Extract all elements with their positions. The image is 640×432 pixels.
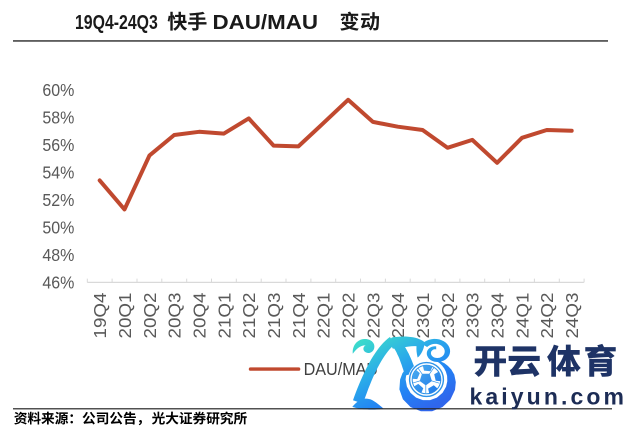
svg-text:56%: 56% — [42, 135, 74, 155]
svg-text:20Q4: 20Q4 — [190, 292, 210, 338]
svg-text:21Q3: 21Q3 — [264, 293, 284, 339]
svg-text:19Q4-24Q3: 19Q4-24Q3 — [75, 12, 158, 34]
svg-text:DAU/MAU: DAU/MAU — [213, 12, 319, 34]
svg-text:60%: 60% — [42, 80, 74, 100]
svg-text:DAU/MAU: DAU/MAU — [304, 359, 379, 379]
svg-text:20Q3: 20Q3 — [165, 293, 185, 339]
svg-text:21Q4: 21Q4 — [289, 292, 309, 338]
svg-text:22Q4: 22Q4 — [388, 292, 408, 338]
svg-text:52%: 52% — [42, 190, 74, 210]
svg-text:23Q4: 23Q4 — [488, 292, 508, 338]
svg-text:46%: 46% — [42, 273, 74, 293]
svg-text:48%: 48% — [42, 245, 74, 265]
svg-text:kaiyun.com: kaiyun.com — [470, 384, 625, 410]
svg-text:19Q4: 19Q4 — [90, 292, 110, 338]
svg-text:24Q2: 24Q2 — [537, 293, 557, 339]
svg-text:23Q2: 23Q2 — [438, 293, 458, 339]
svg-text:21Q1: 21Q1 — [214, 293, 234, 339]
svg-text:24Q3: 24Q3 — [562, 293, 582, 339]
svg-text:54%: 54% — [42, 163, 74, 183]
svg-text:58%: 58% — [42, 107, 74, 127]
svg-text:22Q1: 22Q1 — [314, 293, 334, 339]
svg-text:50%: 50% — [42, 218, 74, 238]
svg-text:23Q3: 23Q3 — [463, 293, 483, 339]
svg-text:21Q2: 21Q2 — [239, 293, 259, 339]
svg-text:22Q3: 22Q3 — [363, 293, 383, 339]
svg-text:24Q1: 24Q1 — [512, 293, 532, 339]
svg-text:20Q1: 20Q1 — [115, 293, 135, 339]
svg-text:22Q2: 22Q2 — [339, 293, 359, 339]
svg-text:20Q2: 20Q2 — [140, 293, 160, 339]
svg-text:23Q1: 23Q1 — [413, 293, 433, 339]
